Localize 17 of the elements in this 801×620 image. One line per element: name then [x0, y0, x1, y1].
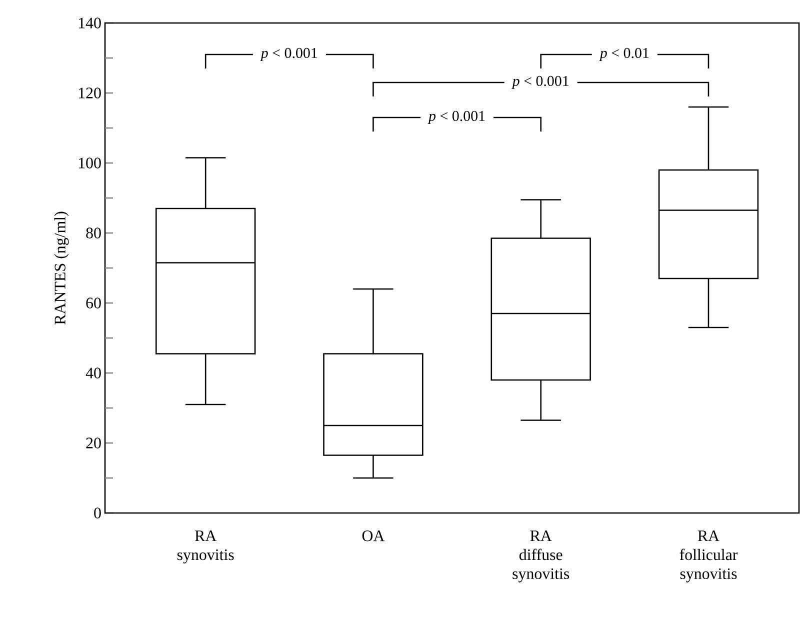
- y-tick-label: 60: [86, 298, 101, 308]
- y-tick-label: 0: [94, 508, 101, 518]
- annotation: p < 0.01: [599, 48, 649, 62]
- annotation: p < 0.001: [428, 110, 485, 124]
- y-tick-label: 20: [86, 438, 101, 448]
- y-tick-label: 80: [86, 228, 101, 238]
- y-tick-label: 140: [78, 18, 101, 28]
- x-tick-label: OA: [362, 530, 385, 542]
- y-tick-label: 40: [86, 368, 101, 378]
- x-tick-label: RA diffuse synovitis: [512, 530, 570, 582]
- x-tick-label: RA synovitis: [177, 530, 234, 564]
- x-tick-label: RA follicular synovitis: [680, 530, 738, 582]
- annotation: p < 0.001: [260, 48, 318, 62]
- y-tick-label: 100: [78, 158, 101, 168]
- y-tick-label: 120: [78, 88, 101, 98]
- annotation: p < 0.001: [511, 76, 568, 90]
- y-axis-title: RANTES (ng/ml): [54, 212, 69, 324]
